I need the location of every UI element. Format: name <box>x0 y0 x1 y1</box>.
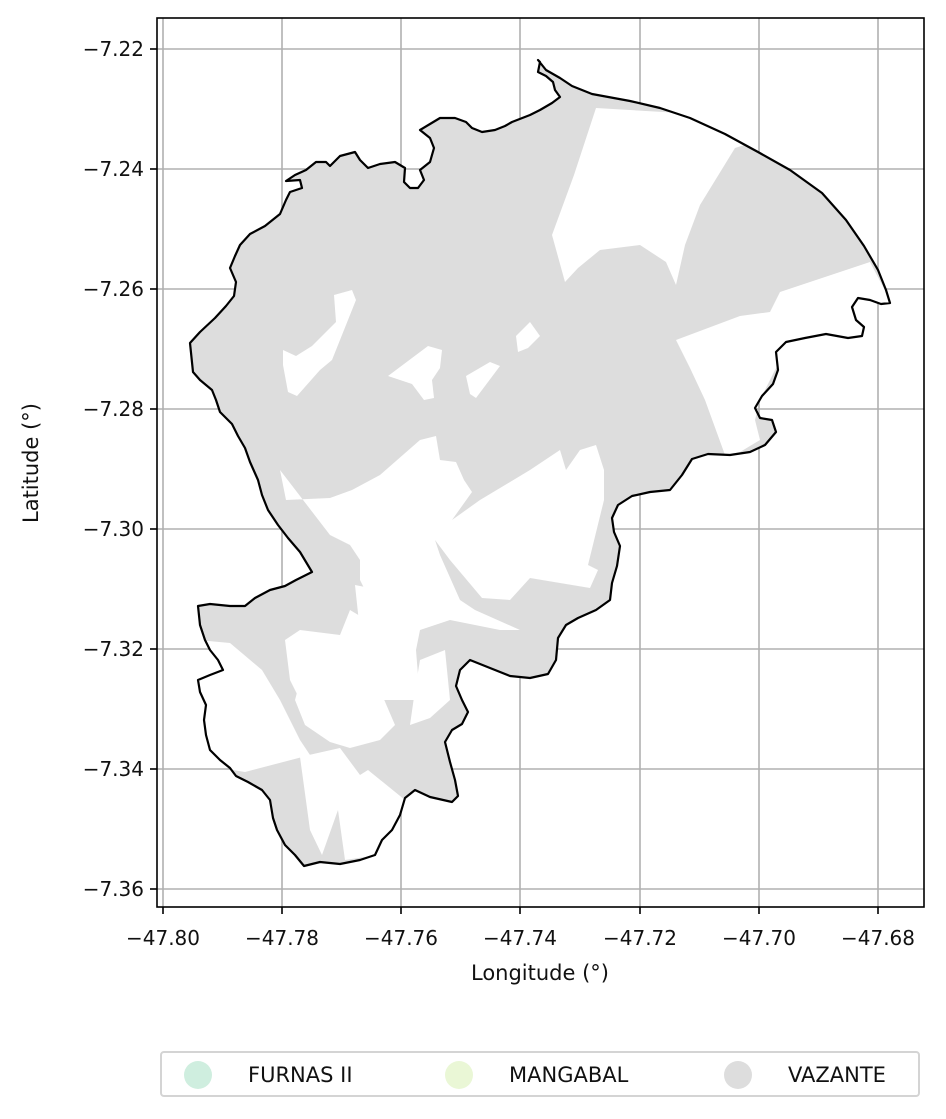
y-tick-label: −7.34 <box>83 757 144 781</box>
legend-item-mangabal: MANGABAL <box>445 1061 628 1089</box>
y-tick-label: −7.36 <box>83 877 144 901</box>
legend-label-mangabal: MANGABAL <box>509 1063 629 1087</box>
y-tick-label: −7.22 <box>83 37 144 61</box>
map-figure: −47.80 −47.78 −47.76 −47.74 −47.72 −47.7… <box>19 17 925 985</box>
municipality-boundary <box>188 58 892 868</box>
legend-swatch-vazante <box>724 1061 752 1089</box>
x-tick-label: −47.76 <box>364 926 438 950</box>
legend-label-vazante: VAZANTE <box>788 1063 886 1087</box>
y-tick-label: −7.26 <box>83 277 144 301</box>
legend: FURNAS II MANGABAL VAZANTE <box>160 1051 920 1097</box>
y-axis-title: Latitude (°) <box>19 403 43 523</box>
x-tick-label: −47.78 <box>245 926 319 950</box>
y-tick-label: −7.24 <box>83 157 144 181</box>
y-tick-label: −7.32 <box>83 637 144 661</box>
legend-item-furnas-ii: FURNAS II <box>184 1061 353 1089</box>
x-tick-label: −47.70 <box>722 926 796 950</box>
axes-frame <box>156 17 925 908</box>
legend-swatch-furnas-ii <box>184 1061 212 1089</box>
x-tick-label: −47.72 <box>603 926 677 950</box>
x-axis-title: Longitude (°) <box>471 961 609 985</box>
unclassified-areas <box>198 108 890 860</box>
x-tick-label: −47.74 <box>483 926 557 950</box>
x-tick-label: −47.80 <box>126 926 200 950</box>
legend-swatch-mangabal <box>445 1061 473 1089</box>
legend-item-vazante: VAZANTE <box>724 1061 886 1089</box>
y-tick-label: −7.28 <box>83 397 144 421</box>
y-tick-label: −7.30 <box>83 517 144 541</box>
x-tick-label: −47.68 <box>841 926 915 950</box>
tick-marks <box>150 48 879 914</box>
legend-label-furnas-ii: FURNAS II <box>248 1063 353 1087</box>
